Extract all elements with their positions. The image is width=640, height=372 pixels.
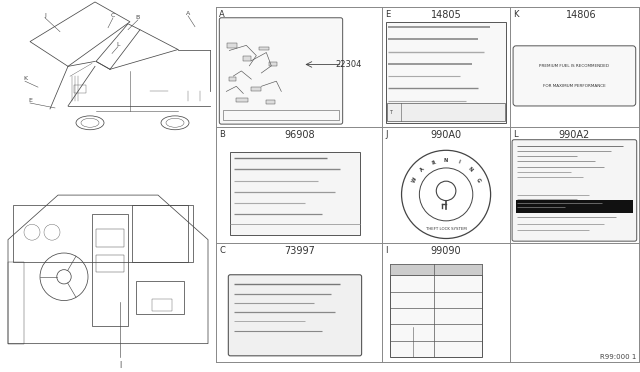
Text: C: C xyxy=(220,246,225,255)
Bar xyxy=(96,254,124,272)
Text: THEFT LOCK SYSTEM: THEFT LOCK SYSTEM xyxy=(426,227,467,231)
Bar xyxy=(243,56,252,61)
Text: A: A xyxy=(220,10,225,19)
Bar xyxy=(152,299,172,311)
Text: 14806: 14806 xyxy=(566,10,596,20)
Text: R: R xyxy=(431,160,436,166)
Text: E: E xyxy=(385,10,390,19)
Text: N: N xyxy=(444,157,448,163)
Bar xyxy=(390,264,483,357)
Bar xyxy=(266,100,275,104)
Bar xyxy=(269,62,277,66)
Text: PREMIUM FUEL IS RECOMMENDED: PREMIUM FUEL IS RECOMMENDED xyxy=(540,64,609,68)
Bar xyxy=(223,110,339,120)
Text: B: B xyxy=(220,130,225,139)
Text: A: A xyxy=(186,11,190,16)
Text: 96908: 96908 xyxy=(284,130,314,140)
Text: R99:000 1: R99:000 1 xyxy=(600,355,636,360)
Bar xyxy=(229,77,236,81)
Bar xyxy=(74,85,86,93)
Bar xyxy=(136,281,184,314)
Bar xyxy=(92,214,128,326)
Text: W: W xyxy=(412,176,418,183)
FancyBboxPatch shape xyxy=(228,275,362,356)
Bar xyxy=(132,205,188,262)
Text: 990A2: 990A2 xyxy=(559,130,590,140)
Bar xyxy=(387,103,505,121)
Text: K: K xyxy=(23,76,27,81)
Text: I: I xyxy=(457,160,461,165)
Text: E: E xyxy=(28,98,32,103)
Text: A: A xyxy=(419,166,426,173)
Bar xyxy=(8,262,24,344)
Text: FOR MAXIMUM PERFORMANCE: FOR MAXIMUM PERFORMANCE xyxy=(543,84,606,88)
Bar xyxy=(13,205,193,262)
Text: L: L xyxy=(116,42,120,46)
Bar xyxy=(236,98,248,102)
Text: C: C xyxy=(111,13,115,18)
Text: 73997: 73997 xyxy=(284,246,315,256)
Text: K: K xyxy=(513,10,518,19)
Bar xyxy=(390,264,483,275)
Text: 990A0: 990A0 xyxy=(431,130,461,140)
Text: J: J xyxy=(385,130,388,139)
Bar xyxy=(96,229,124,247)
FancyBboxPatch shape xyxy=(512,140,637,241)
Text: L: L xyxy=(513,130,518,139)
Bar xyxy=(259,46,269,51)
Text: 99090: 99090 xyxy=(431,246,461,256)
Text: 14805: 14805 xyxy=(431,10,461,20)
Bar xyxy=(516,200,633,213)
Text: T: T xyxy=(389,109,392,115)
Text: B: B xyxy=(136,15,140,20)
Text: J: J xyxy=(44,13,46,18)
Text: N: N xyxy=(467,166,473,173)
Bar xyxy=(252,87,261,92)
Bar xyxy=(230,152,360,235)
FancyBboxPatch shape xyxy=(513,46,636,106)
Text: I: I xyxy=(385,246,388,255)
Text: G: G xyxy=(474,177,481,183)
Text: I: I xyxy=(119,362,121,371)
Bar xyxy=(386,22,506,123)
Text: 22304: 22304 xyxy=(336,60,362,69)
Bar xyxy=(227,44,237,48)
FancyBboxPatch shape xyxy=(220,18,342,124)
